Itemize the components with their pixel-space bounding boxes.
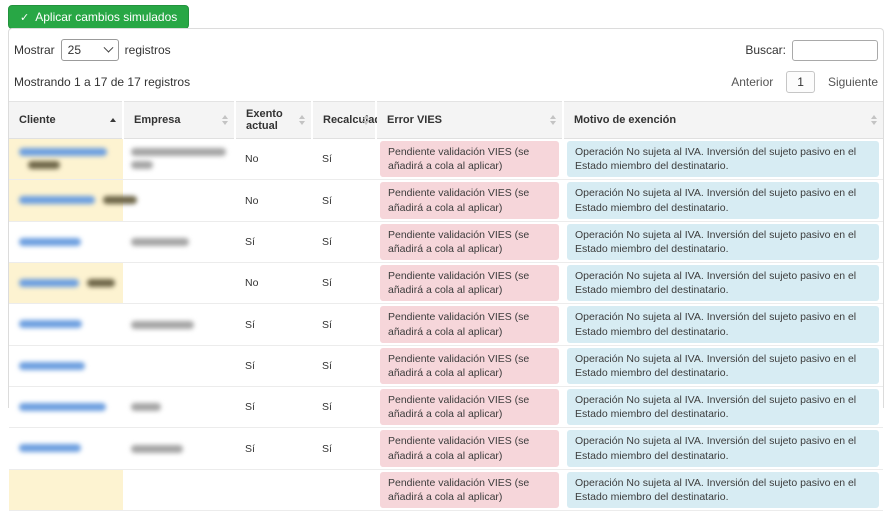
recalculado-cell: Sí [312,138,376,181]
column-header-error-vies[interactable]: Error VIES [375,101,563,139]
recalculado-cell: Sí [312,179,376,222]
redacted-client-link[interactable] [19,278,79,287]
redacted-company-text [131,148,226,157]
recalculado-cell: Sí [312,303,376,346]
recalculado-cell: Sí [312,345,376,388]
results-table: Cliente Empresa Exento actual Recalculad… [9,101,883,511]
pagination-next[interactable]: Siguiente [827,75,878,89]
table-row: No Sí Pendiente validación VIES (se añad… [9,179,883,222]
error-vies-badge: Pendiente validación VIES (se añadirá a … [380,141,559,178]
column-header-motivo-exencion[interactable]: Motivo de exención [562,101,883,139]
error-vies-badge: Pendiente validación VIES (se añadirá a … [380,182,559,219]
exento-cell: Sí [235,427,312,470]
exento-cell: Sí [235,303,312,346]
motivo-exencion-badge: Operación No sujeta al IVA. Inversión de… [567,182,879,219]
exento-cell: No [235,179,312,222]
sort-asc-icon [110,118,116,122]
page-size-select[interactable]: 25 [60,39,119,61]
motivo-exencion-badge: Operación No sujeta al IVA. Inversión de… [567,430,879,467]
exento-cell: Sí [235,386,312,429]
redacted-client-note [102,196,137,205]
column-header-recalculado[interactable]: Recalculado [311,101,388,139]
pagination: Anterior 1 Siguiente [731,71,878,93]
redacted-client-link[interactable] [19,196,95,205]
sort-icon [871,115,877,125]
table-row: Pendiente validación VIES (se añadirá a … [9,469,883,511]
error-vies-badge: Pendiente validación VIES (se añadirá a … [380,265,559,302]
redacted-client-note [28,161,60,170]
exento-cell: Sí [235,221,312,264]
error-vies-badge: Pendiente validación VIES (se añadirá a … [380,430,559,467]
redacted-client-note [86,278,115,287]
recalculado-cell [312,469,376,511]
sort-icon [363,115,369,125]
datatable-panel: Mostrar 25 registros Buscar: Mostrando 1… [8,28,884,511]
exento-cell: Sí [235,345,312,388]
motivo-exencion-badge: Operación No sujeta al IVA. Inversión de… [567,471,879,509]
redacted-client-link[interactable] [19,361,85,370]
column-header-empresa[interactable]: Empresa [122,101,235,139]
recalculado-cell: Sí [312,262,376,305]
redacted-company-text [131,444,183,453]
motivo-exencion-badge: Operación No sujeta al IVA. Inversión de… [567,223,879,261]
table-row: Sí Sí Pendiente validación VIES (se añad… [9,345,883,388]
exento-cell: No [235,262,312,305]
show-label: Mostrar [14,43,55,57]
redacted-client-link[interactable] [19,148,107,157]
sort-icon [550,115,556,125]
exento-cell: No [235,138,312,181]
error-vies-badge: Pendiente validación VIES (se añadirá a … [380,471,559,509]
exento-cell [235,469,312,511]
error-vies-badge: Pendiente validación VIES (se añadirá a … [380,223,559,261]
column-header-exento-actual[interactable]: Exento actual [234,101,312,139]
recalculado-cell: Sí [312,427,376,470]
check-icon: ✓ [20,11,30,24]
apply-simulated-changes-button[interactable]: ✓ Aplicar cambios simulados [8,5,190,29]
table-row: Sí Sí Pendiente validación VIES (se añad… [9,221,883,264]
redacted-client-link[interactable] [19,320,82,329]
page-size-value: 25 [67,43,82,57]
redacted-client-link[interactable] [19,402,106,411]
recalculado-cell: Sí [312,221,376,264]
redacted-company-text [131,238,189,247]
pagination-previous[interactable]: Anterior [731,75,774,89]
table-row: Sí Sí Pendiente validación VIES (se añad… [9,303,883,346]
table-controls: Mostrar 25 registros Buscar: [9,29,883,61]
redacted-company-text [131,403,161,412]
recalculado-cell: Sí [312,386,376,429]
records-label: registros [124,43,171,57]
table-row: Sí Sí Pendiente validación VIES (se añad… [9,427,883,470]
table-row: No Sí Pendiente validación VIES (se añad… [9,138,883,181]
redacted-client-link[interactable] [19,444,81,453]
chevron-down-icon [103,42,114,53]
error-vies-badge: Pendiente validación VIES (se añadirá a … [380,389,559,426]
motivo-exencion-badge: Operación No sujeta al IVA. Inversión de… [567,306,879,343]
pagination-page-1[interactable]: 1 [786,71,815,93]
table-row: Sí Sí Pendiente validación VIES (se añad… [9,386,883,429]
table-info-text: Mostrando 1 a 17 de 17 registros [14,75,191,89]
apply-button-label: Aplicar cambios simulados [35,10,178,24]
redacted-company-text [131,161,153,170]
column-header-cliente[interactable]: Cliente [9,101,123,139]
redacted-client-link[interactable] [19,237,81,246]
motivo-exencion-badge: Operación No sujeta al IVA. Inversión de… [567,347,879,385]
error-vies-badge: Pendiente validación VIES (se añadirá a … [380,347,559,385]
motivo-exencion-badge: Operación No sujeta al IVA. Inversión de… [567,389,879,426]
search-input[interactable] [792,39,878,61]
table-header-row: Cliente Empresa Exento actual Recalculad… [9,101,883,139]
sort-icon [299,115,305,125]
table-row: No Sí Pendiente validación VIES (se añad… [9,262,883,305]
sort-icon [222,115,228,125]
error-vies-badge: Pendiente validación VIES (se añadirá a … [380,306,559,343]
redacted-company-text [131,320,194,329]
motivo-exencion-badge: Operación No sujeta al IVA. Inversión de… [567,265,879,302]
motivo-exencion-badge: Operación No sujeta al IVA. Inversión de… [567,141,879,178]
search-label: Buscar: [745,43,786,57]
